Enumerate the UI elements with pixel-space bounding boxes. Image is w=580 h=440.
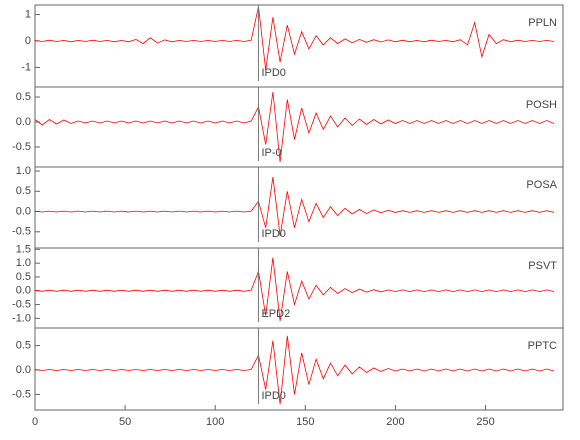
- phase-label: IPD0: [261, 67, 285, 79]
- panel-frame: [34, 86, 564, 168]
- panel-frame: [34, 4, 564, 88]
- panel-frame: [34, 247, 564, 329]
- y-tick-label: -0.5: [12, 141, 31, 153]
- x-tick-label: 150: [296, 416, 314, 428]
- y-tick-label: 1.0: [16, 165, 31, 177]
- x-tick-label: 200: [386, 416, 404, 428]
- y-tick-label: -0.5: [12, 388, 31, 400]
- station-name: POSA: [526, 179, 557, 191]
- waveform: [35, 177, 555, 236]
- y-tick-label: -0.5: [12, 226, 31, 238]
- station-name: POSH: [526, 99, 557, 111]
- phase-label: IPD0: [261, 390, 285, 402]
- x-tick-label: 0: [32, 416, 38, 428]
- waveform: [35, 257, 555, 322]
- y-tick-label: 0.5: [16, 271, 31, 283]
- station-name: PPLN: [528, 17, 557, 29]
- station-name: PSVT: [528, 260, 557, 272]
- x-tick-label: 50: [119, 416, 131, 428]
- y-tick-label: 1: [25, 8, 31, 20]
- phase-label: IP-0: [261, 147, 281, 159]
- y-tick-label: 1.0: [16, 257, 31, 269]
- waveform: [35, 335, 555, 405]
- phase-label: IPD0: [261, 228, 285, 240]
- y-tick-label: 0.5: [16, 185, 31, 197]
- y-tick-label: 0: [25, 35, 31, 47]
- panel-frame: [34, 166, 564, 249]
- y-tick-label: 0.0: [16, 116, 31, 128]
- x-tick-label: 250: [476, 416, 494, 428]
- y-tick-label: -0.5: [12, 298, 31, 310]
- x-tick-label: 100: [206, 416, 224, 428]
- y-tick-label: -1.0: [12, 312, 31, 324]
- waveform: [35, 6, 555, 71]
- y-tick-label: 0.0: [16, 285, 31, 297]
- y-tick-label: 0.5: [16, 91, 31, 103]
- waveform: [35, 91, 555, 163]
- y-tick-label: 0.5: [16, 339, 31, 351]
- y-tick-label: -1: [21, 61, 31, 73]
- y-tick-label: 0.0: [16, 205, 31, 217]
- y-tick-label: 0.0: [16, 364, 31, 376]
- panel-frame: [34, 327, 564, 411]
- station-name: PPTC: [528, 340, 557, 352]
- y-tick-label: 1.5: [16, 243, 31, 255]
- phase-label: EPD2: [261, 308, 290, 320]
